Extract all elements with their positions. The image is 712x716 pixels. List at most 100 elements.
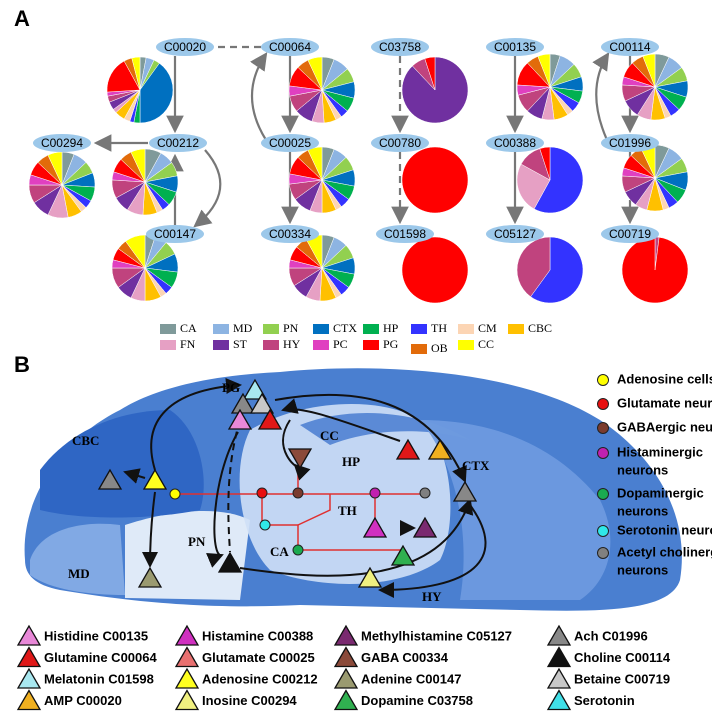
legend-triangle [333, 624, 359, 646]
compound-site [242, 378, 268, 400]
node [486, 134, 544, 152]
legend-label: CM [478, 321, 497, 335]
legend-swatch [363, 340, 379, 350]
legend-swatch [313, 340, 329, 350]
region-label: CC [320, 428, 339, 443]
compound-site [395, 438, 421, 460]
legend-dot [597, 398, 609, 410]
legend-label: Glutamate neurons [617, 395, 712, 410]
legend-triangle [16, 667, 42, 689]
cell-site [292, 544, 304, 556]
legend-triangle [546, 624, 572, 646]
node [371, 38, 429, 56]
legend-label: OB [431, 341, 448, 355]
legend-triangle [16, 689, 42, 711]
legend-label: Methylhistamine C05127 [361, 628, 512, 643]
legend-label: Melatonin C01598 [44, 671, 154, 686]
legend-swatch [363, 324, 379, 334]
pie-slice [530, 236, 584, 304]
compound-site [287, 448, 313, 470]
node-label: C03758 [379, 40, 421, 54]
compound-site [257, 408, 283, 430]
legend-label: Choline C00114 [574, 650, 671, 665]
pie-slice [307, 146, 323, 181]
panel-label: B [14, 352, 30, 377]
node [261, 38, 319, 56]
legend-dot [597, 525, 609, 537]
legend-label: Histaminergic [617, 444, 703, 459]
pie-slice [516, 236, 551, 298]
region-label: CA [270, 544, 289, 559]
legend-label: Serotonin neurons [617, 522, 712, 537]
legend-label: CA [180, 321, 197, 335]
pie-slice [516, 163, 551, 210]
region-label: PG [222, 380, 240, 395]
legend-dot [597, 547, 609, 559]
legend-label: Adenine C00147 [361, 671, 461, 686]
pie-slice [401, 146, 469, 214]
region-label: HY [422, 589, 442, 604]
legend-swatch [160, 324, 176, 334]
legend-label: ST [233, 337, 248, 351]
legend-label: Glutamate C00025 [202, 650, 315, 665]
legend-swatch [213, 340, 229, 350]
node-label: C00780 [379, 136, 421, 150]
legend-dot [597, 422, 609, 434]
compound-site [452, 480, 478, 502]
legend-swatch [411, 344, 427, 354]
compound-site [142, 468, 168, 490]
region-label: MD [68, 566, 90, 581]
connections [123, 378, 487, 598]
cell-site [256, 487, 268, 499]
region-label: PN [188, 534, 206, 549]
region-label: TH [338, 503, 357, 518]
cell-site [259, 519, 271, 531]
legend-label: Ach C01996 [574, 628, 648, 643]
legend-triangle [333, 689, 359, 711]
legend-label: Serotonin [574, 693, 635, 708]
compound-site [357, 566, 383, 588]
cell-site [169, 488, 181, 500]
node-label: C01996 [609, 136, 651, 150]
legend-label: Histidine C00135 [44, 628, 148, 643]
compound-site [227, 408, 253, 430]
legend-swatch [263, 324, 279, 334]
compound-site [137, 566, 163, 588]
node-label: C00719 [609, 227, 651, 241]
legend-triangle [16, 646, 42, 668]
compound-site [390, 544, 416, 566]
node [33, 134, 91, 152]
pie-slice [539, 146, 551, 181]
compound-site [427, 438, 453, 460]
legend-triangle [174, 689, 200, 711]
legend-swatch [160, 340, 176, 350]
node [601, 225, 659, 243]
cell-site [369, 487, 381, 499]
legend-triangle [174, 624, 200, 646]
region-label: CBC [72, 433, 99, 448]
compound-site [97, 468, 123, 490]
legend-label: PC [333, 337, 348, 351]
legend-triangle [16, 624, 42, 646]
node-label: C00114 [609, 40, 650, 54]
legend-swatch [313, 324, 329, 334]
legend-swatch [458, 324, 474, 334]
pie-slice [621, 236, 689, 304]
node [486, 225, 544, 243]
pie-slice [47, 151, 63, 186]
node-label: C00147 [154, 227, 196, 241]
node [376, 225, 434, 243]
node [486, 38, 544, 56]
legend-label: neurons [617, 503, 668, 518]
legend-dot [597, 374, 609, 386]
node-label: C00294 [41, 136, 83, 150]
pie-slice [537, 53, 551, 88]
legend-swatch [263, 340, 279, 350]
compound-site [362, 516, 388, 538]
pie-slice [131, 56, 141, 91]
legend-label: CBC [528, 321, 552, 335]
node [261, 225, 319, 243]
legend-label: GABAergic neurons [617, 419, 712, 434]
cell-site [419, 487, 431, 499]
node [601, 134, 659, 152]
